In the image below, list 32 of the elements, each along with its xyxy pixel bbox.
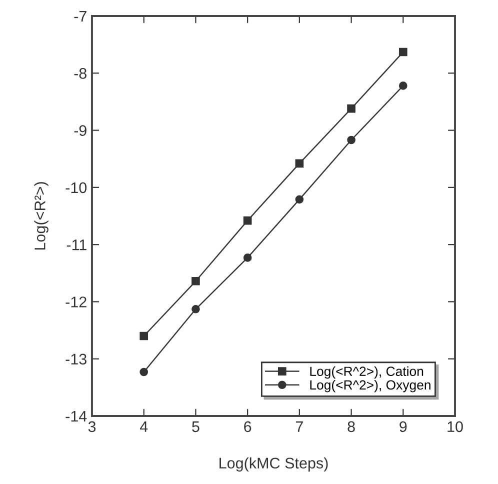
y-tick-label: -9: [74, 125, 86, 136]
y-tick-label: -13: [66, 354, 86, 365]
y-tick-label: -11: [66, 240, 86, 250]
x-tick-label: 6: [244, 421, 252, 432]
y-tick-label: -8: [74, 68, 86, 79]
x-tick-label: 5: [192, 421, 200, 432]
point: [347, 104, 356, 113]
y-tick-label: -12: [66, 296, 86, 308]
y-tick-label: -7: [74, 11, 86, 22]
y-axis-title: Log(<R²>): [34, 182, 48, 250]
point: [398, 48, 408, 56]
point: [192, 276, 200, 286]
point: [192, 304, 200, 314]
x-tick-label: 9: [400, 421, 407, 432]
point: [243, 254, 252, 262]
x-tick-label: 8: [348, 421, 355, 432]
x-axis-title: Log(kMC Steps): [220, 457, 328, 472]
y-tick-label: -10: [66, 182, 87, 194]
x-tick-label: 7: [296, 421, 303, 432]
x-tick-label: 10: [448, 421, 463, 432]
point: [398, 82, 408, 90]
x-tick-label: 3: [88, 421, 96, 432]
x-tick-label: 4: [140, 421, 148, 432]
legend-label: Log(<R^2>), Oxygen: [310, 380, 430, 392]
legend-label: Log(<R^2>), Cation: [310, 366, 424, 379]
point: [295, 195, 304, 204]
point: [140, 332, 148, 340]
point: [140, 368, 148, 376]
point: [243, 216, 252, 225]
point: [295, 159, 304, 168]
point: [347, 136, 356, 144]
y-tick-label: -14: [66, 411, 87, 422]
